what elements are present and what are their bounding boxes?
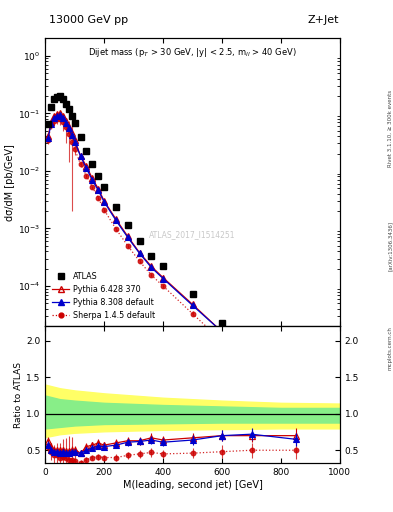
X-axis label: M(leading, second jet) [GeV]: M(leading, second jet) [GeV] bbox=[123, 480, 263, 490]
Text: Rivet 3.1.10, ≥ 300k events: Rivet 3.1.10, ≥ 300k events bbox=[387, 90, 392, 166]
Text: ATLAS_2017_I1514251: ATLAS_2017_I1514251 bbox=[149, 230, 236, 239]
Text: 13000 GeV pp: 13000 GeV pp bbox=[49, 14, 128, 25]
Y-axis label: dσ/dM [pb/GeV]: dσ/dM [pb/GeV] bbox=[5, 144, 15, 221]
Y-axis label: Ratio to ATLAS: Ratio to ATLAS bbox=[14, 362, 23, 428]
Text: mcplots.cern.ch: mcplots.cern.ch bbox=[387, 326, 392, 370]
Text: [arXiv:1306.3436]: [arXiv:1306.3436] bbox=[387, 221, 392, 271]
Text: Z+Jet: Z+Jet bbox=[307, 14, 339, 25]
Text: Dijet mass (p$_T$ > 30 GeV, |y| < 2.5, m$_{ll}$ > 40 GeV): Dijet mass (p$_T$ > 30 GeV, |y| < 2.5, m… bbox=[88, 46, 297, 58]
Legend: ATLAS, Pythia 6.428 370, Pythia 8.308 default, Sherpa 1.4.5 default: ATLAS, Pythia 6.428 370, Pythia 8.308 de… bbox=[49, 269, 157, 322]
